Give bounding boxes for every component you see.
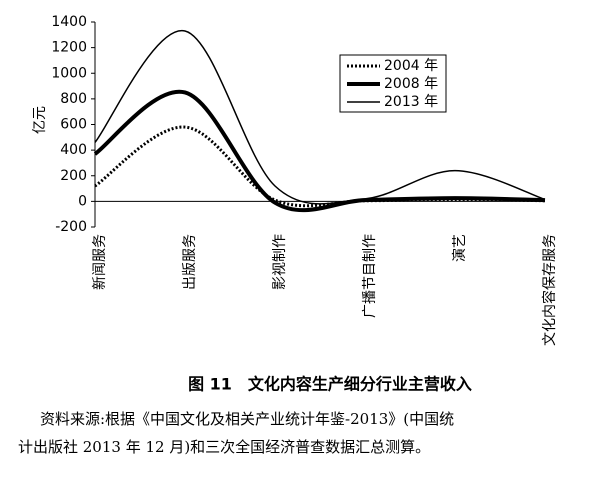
y-tick-label: 1400 [51, 14, 87, 30]
x-tick-label: 出版服务 [182, 234, 198, 290]
x-tick-label: 演艺 [452, 234, 468, 262]
line-series [94, 30, 546, 205]
caption: 图 11 文化内容生产细分行业主营收入 [188, 375, 472, 394]
line-series [93, 89, 546, 213]
y-tick-label: 1200 [51, 40, 87, 56]
legend-label: 2013 年 [384, 94, 438, 110]
x-tick-label: 广播节目制作 [362, 234, 378, 318]
y-tick-label: 0 [78, 193, 87, 209]
legend-label: 2004 年 [384, 58, 438, 74]
note-line: 资料来源:根据《中国文化及相关产业统计年鉴-2013》(中国统 [40, 410, 454, 428]
legend-label: 2008 年 [384, 76, 438, 92]
y-tick-label: 600 [60, 117, 87, 133]
y-tick-label: 800 [60, 91, 87, 107]
x-tick-label: 新闻服务 [92, 234, 108, 290]
y-tick-label: -200 [55, 219, 87, 235]
line-series [94, 125, 546, 208]
x-tick-label: 文化内容保存服务 [541, 234, 558, 346]
y-axis-label: 亿元 [32, 106, 48, 134]
y-tick-label: 200 [60, 168, 87, 184]
y-tick-label: 400 [60, 142, 87, 158]
x-tick-label: 影视制作 [272, 234, 288, 290]
note-line: 计出版社 2013 年 12 月)和三次全国经济普查数据汇总测算。 [18, 438, 430, 456]
y-tick-label: 1000 [51, 65, 87, 81]
